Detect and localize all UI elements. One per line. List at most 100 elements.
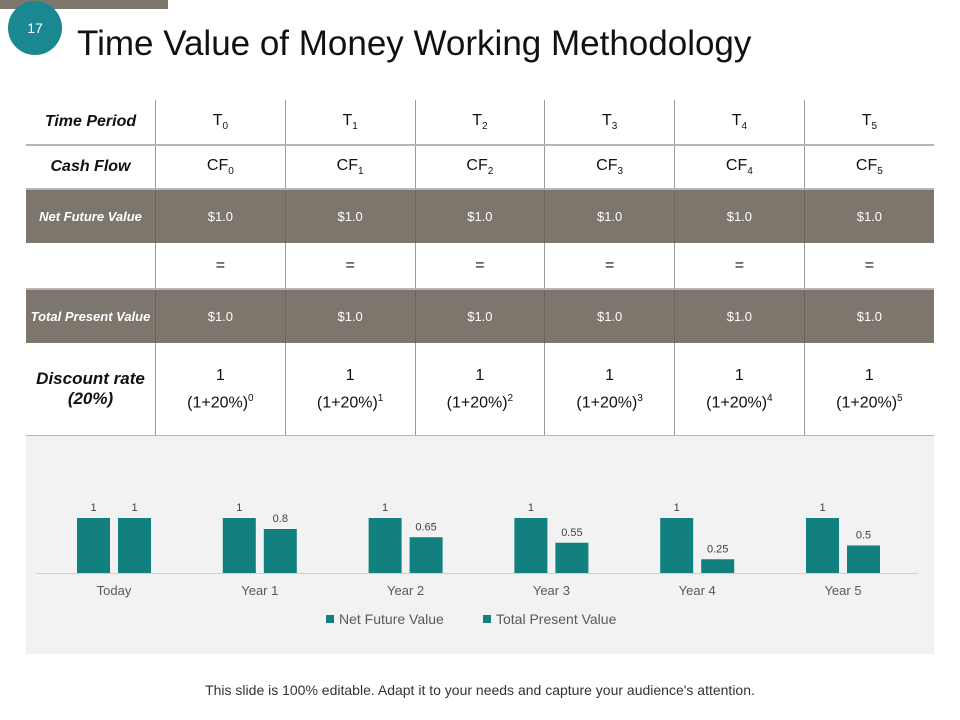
data-label: 0.25 <box>707 543 728 555</box>
denominator: (1+20%)3 <box>576 392 643 412</box>
row-label <box>26 243 156 289</box>
bar <box>701 559 735 573</box>
bar <box>847 545 880 573</box>
denominator: (1+20%)5 <box>836 392 903 412</box>
x-tick-label: Year 3 <box>533 583 570 598</box>
table-cell: $1.0 <box>803 289 934 343</box>
legend-label: Net Future Value <box>339 611 444 627</box>
table-cell: $1.0 <box>284 289 415 343</box>
table-cell: $1.0 <box>414 289 545 343</box>
table-row: Net Future Value $1.0 $1.0 $1.0 $1.0 $1.0 $1.0 <box>26 189 934 243</box>
row-label: Cash Flow <box>50 158 131 175</box>
data-label: 1 <box>382 502 388 514</box>
table-cell: $1.0 <box>155 289 286 343</box>
row-label: Discount rate (20%) <box>36 369 145 408</box>
table-cell: = <box>803 243 934 289</box>
table-cell: = <box>284 243 415 289</box>
numerator: 1 <box>734 366 744 384</box>
x-tick-label: Year 5 <box>824 583 861 598</box>
numerator: 1 <box>345 366 355 384</box>
table-cell: T2 <box>414 100 545 145</box>
table-cell: CF5 <box>803 145 934 189</box>
table-cell: CF1 <box>284 145 415 189</box>
table-cell: 1 (1+20%)2 <box>414 343 545 436</box>
table-cell: T5 <box>803 100 934 145</box>
table-cell: 1 (1+20%)1 <box>284 343 415 436</box>
table-cell: 1 (1+20%)5 <box>803 343 934 436</box>
data-label: 0.5 <box>856 530 871 542</box>
bar <box>555 542 589 573</box>
denominator: (1+20%)2 <box>446 392 514 412</box>
bar <box>263 529 297 573</box>
table-cell: $1.0 <box>414 189 545 243</box>
legend-swatch <box>326 615 334 623</box>
table-row: Cash Flow CF0 CF1 CF2 CF3 CF4 CF5 <box>26 145 934 189</box>
slide-number-badge: 17 <box>8 1 62 55</box>
data-label: 1 <box>131 502 137 514</box>
data-label: 0.8 <box>273 513 288 525</box>
row-label: Net Future Value <box>39 209 142 224</box>
table-cell: $1.0 <box>544 189 675 243</box>
x-tick-label: Year 1 <box>241 583 278 598</box>
numerator: 1 <box>215 366 225 384</box>
table-row: = = = = = = <box>26 243 934 289</box>
bar <box>409 537 443 573</box>
table-cell: T0 <box>155 100 286 145</box>
row-label: Time Period <box>44 113 137 130</box>
data-label: 1 <box>674 502 680 514</box>
chart-panel: 1 1 Today 1 0.8 Year 1 1 0.65 Year 2 1 0.55 Year 3 1… <box>26 436 934 654</box>
x-tick-label: Year 2 <box>387 583 424 598</box>
table-cell: CF3 <box>544 145 675 189</box>
bar <box>514 518 548 573</box>
table-cell: CF2 <box>414 145 545 189</box>
table-cell: T4 <box>674 100 805 145</box>
numerator: 1 <box>864 366 874 384</box>
tvm-table: Time Period T0 T1 T2 T3 T4 T5 Cash Flow CF0 CF1 CF… <box>26 100 934 437</box>
table-row: Time Period T0 T1 T2 T3 T4 T5 <box>26 100 934 145</box>
bar <box>368 518 402 573</box>
table-row: Total Present Value $1.0 $1.0 $1.0 $1.0 $1.0 $… <box>26 289 934 343</box>
table-cell: = <box>674 243 805 289</box>
table-cell: CF0 <box>155 145 286 189</box>
slide-title: Time Value of Money Working Methodology <box>77 24 752 63</box>
table-cell: = <box>155 243 286 289</box>
data-label: 0.65 <box>415 521 436 533</box>
table-cell: 1 (1+20%)0 <box>155 343 286 436</box>
data-label: 1 <box>528 502 534 514</box>
bar <box>660 518 694 573</box>
denominator: (1+20%)0 <box>187 392 254 412</box>
table-cell: $1.0 <box>284 189 415 243</box>
table-cell: = <box>544 243 675 289</box>
table-cell: = <box>414 243 545 289</box>
table-cell: $1.0 <box>544 289 675 343</box>
legend-label: Total Present Value <box>496 611 617 627</box>
denominator: (1+20%)1 <box>316 392 384 412</box>
table-cell: CF4 <box>674 145 805 189</box>
denominator: (1+20%)4 <box>706 392 773 412</box>
bar <box>222 518 256 573</box>
table-cell: $1.0 <box>155 189 286 243</box>
table-cell: $1.0 <box>674 189 805 243</box>
table-row: Discount rate (20%) 1 (1+20%)0 1 (1+20%)1 1 (1… <box>26 343 934 436</box>
bar <box>806 518 839 573</box>
data-label: 0.55 <box>561 527 582 539</box>
footer-text: This slide is 100% editable. Adapt it to… <box>205 682 755 698</box>
row-label: Total Present Value <box>30 309 151 324</box>
table-cell: $1.0 <box>803 189 934 243</box>
table-cell: $1.0 <box>674 289 805 343</box>
x-tick-label: Year 4 <box>679 583 716 598</box>
table-cell: T1 <box>284 100 415 145</box>
numerator: 1 <box>605 366 615 384</box>
bar-chart: 1 1 Today 1 0.8 Year 1 1 0.65 Year 2 1 0.55 Year 3 1… <box>36 502 918 627</box>
legend-swatch <box>483 615 491 623</box>
numerator: 1 <box>475 366 485 384</box>
data-label: 1 <box>90 502 96 514</box>
x-tick-label: Today <box>97 583 132 598</box>
table-cell: 1 (1+20%)4 <box>674 343 805 436</box>
table-cell: T3 <box>544 100 675 145</box>
data-label: 1 <box>819 502 825 514</box>
bar <box>77 518 110 573</box>
table-cell: 1 (1+20%)3 <box>544 343 675 436</box>
bar <box>118 518 151 573</box>
